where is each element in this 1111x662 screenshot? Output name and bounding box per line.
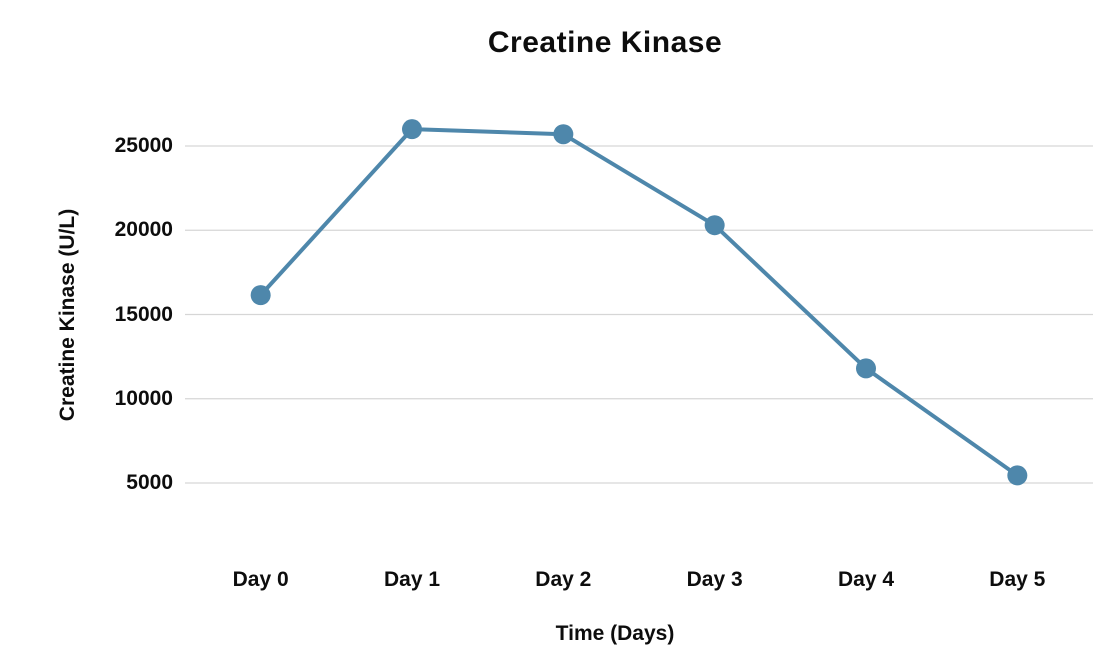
x-tick-label: Day 5 — [989, 568, 1046, 591]
y-tick-label: 10000 — [114, 386, 173, 410]
data-point — [1007, 465, 1028, 486]
data-point — [856, 358, 876, 379]
x-axis-title: Time (Days) — [555, 622, 675, 645]
data-point — [704, 215, 725, 236]
data-line — [258, 127, 1020, 478]
y-tick-label: 25000 — [114, 134, 173, 157]
y-tick-label: 5000 — [126, 471, 173, 494]
x-tick-label: Day 4 — [837, 568, 895, 591]
x-tick-label: Day 0 — [232, 568, 289, 591]
y-tick-label: 15000 — [114, 302, 173, 326]
data-point — [402, 119, 422, 140]
x-tick-label: Day 1 — [383, 568, 441, 591]
chart-title: Creatine Kinase — [487, 26, 723, 59]
y-tick-label: 20000 — [114, 218, 173, 242]
x-tick-label: Day 3 — [686, 568, 743, 591]
data-point — [553, 124, 574, 145]
x-tick-label: Day 2 — [535, 568, 592, 591]
data-point — [250, 285, 271, 306]
